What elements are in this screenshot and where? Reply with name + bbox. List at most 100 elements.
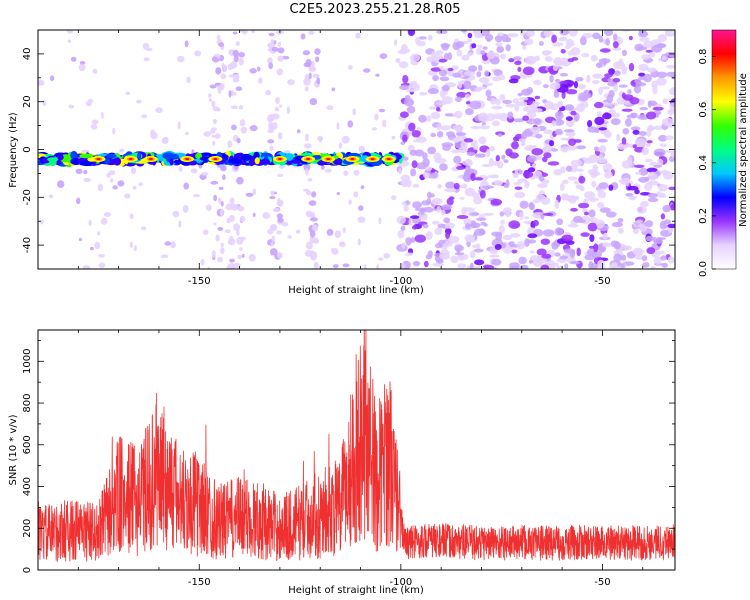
speckle-blob [68,104,75,109]
speckle-blob [308,200,317,206]
noise-blob [656,77,667,86]
noise-blob [474,259,485,266]
speckle-blob [308,72,312,80]
speckle-blob [79,61,86,65]
noise-blob [634,79,641,84]
speckle-blob [82,265,91,269]
noise-blob [569,250,576,259]
speckle-blob [133,245,137,252]
noise-blob [450,149,462,154]
speckle-blob [155,107,163,114]
noise-blob [436,107,440,112]
noise-blob [575,77,584,82]
noise-blob [399,111,409,118]
speckle-blob [348,65,353,70]
noise-blob [554,252,561,257]
noise-blob [470,125,482,130]
noise-blob [490,198,503,206]
noise-blob [479,125,491,130]
noise-blob [484,70,489,77]
speckle-blob [232,31,238,35]
noise-blob [641,147,649,156]
speckle-blob [309,98,318,106]
speckle-blob [305,58,312,67]
noise-blob [500,53,506,60]
speckle-blob [326,228,334,236]
speckle-blob [110,178,114,183]
noise-blob [661,55,667,61]
speckle-blob [374,113,379,121]
speckle-blob [235,86,243,91]
speckle-blob [38,79,45,86]
signal-blob [57,154,64,161]
speckle-blob [230,105,239,110]
speckle-blob [268,113,275,122]
noise-blob [559,183,565,191]
noise-blob [587,93,592,99]
noise-blob [396,215,406,225]
noise-blob [554,128,563,135]
speckle-blob [200,258,205,266]
noise-blob [481,180,488,184]
signal-blob [49,158,57,166]
noise-blob [628,35,633,41]
noise-blob [632,144,637,149]
noise-blob [651,44,663,53]
speckle-blob [278,165,285,169]
speckle-blob [177,121,181,130]
speckle-blob [216,55,221,59]
speckle-blob [338,142,343,149]
noise-blob [451,137,461,143]
noise-blob [430,67,442,72]
noise-blob [439,76,450,82]
speckle-blob [212,118,217,125]
speckle-blob [212,141,216,146]
colorbar-tick-label: 0.0 [698,261,709,277]
speckle-blob [270,223,278,232]
speckle-blob [393,39,398,46]
speckle-blob [100,111,104,119]
speckle-blob [316,77,321,85]
speckle-blob [91,119,99,125]
speckle-blob [321,165,325,170]
speckle-blob [391,195,397,201]
speckle-blob [218,186,224,190]
speckle-blob [309,230,316,238]
speckle-blob [212,106,219,112]
noise-blob [400,262,406,269]
speckle-blob [239,215,246,223]
speckle-blob [303,143,312,149]
noise-blob [529,250,535,254]
noise-blob [552,262,559,267]
noise-blob [653,256,662,265]
noise-blob [471,244,477,249]
noise-blob [562,148,568,153]
speckle-blob [305,190,313,196]
noise-blob [457,80,463,89]
noise-blob [549,82,561,90]
speckle-blob [302,50,311,56]
spectrogram-y-tick-label: 0 [22,146,33,152]
noise-blob [629,97,640,105]
speckle-blob [305,241,313,250]
speckle-blob [342,263,350,268]
noise-blob [568,30,578,37]
noise-blob [437,183,442,189]
signal-blob [228,158,242,164]
noise-blob [597,259,605,268]
noise-blob [495,155,500,162]
signal-core [96,158,101,161]
noise-blob [612,47,622,51]
noise-blob [509,262,520,269]
speckle-blob [305,133,309,139]
speckle-blob [398,167,402,175]
noise-blob [597,190,607,199]
speckle-blob [142,42,150,50]
speckle-blob [209,84,217,89]
noise-blob [418,36,427,40]
noise-blob [667,109,674,116]
noise-blob [508,152,519,159]
noise-blob [465,101,471,105]
noise-blob [476,217,487,221]
speckle-blob [215,234,220,242]
